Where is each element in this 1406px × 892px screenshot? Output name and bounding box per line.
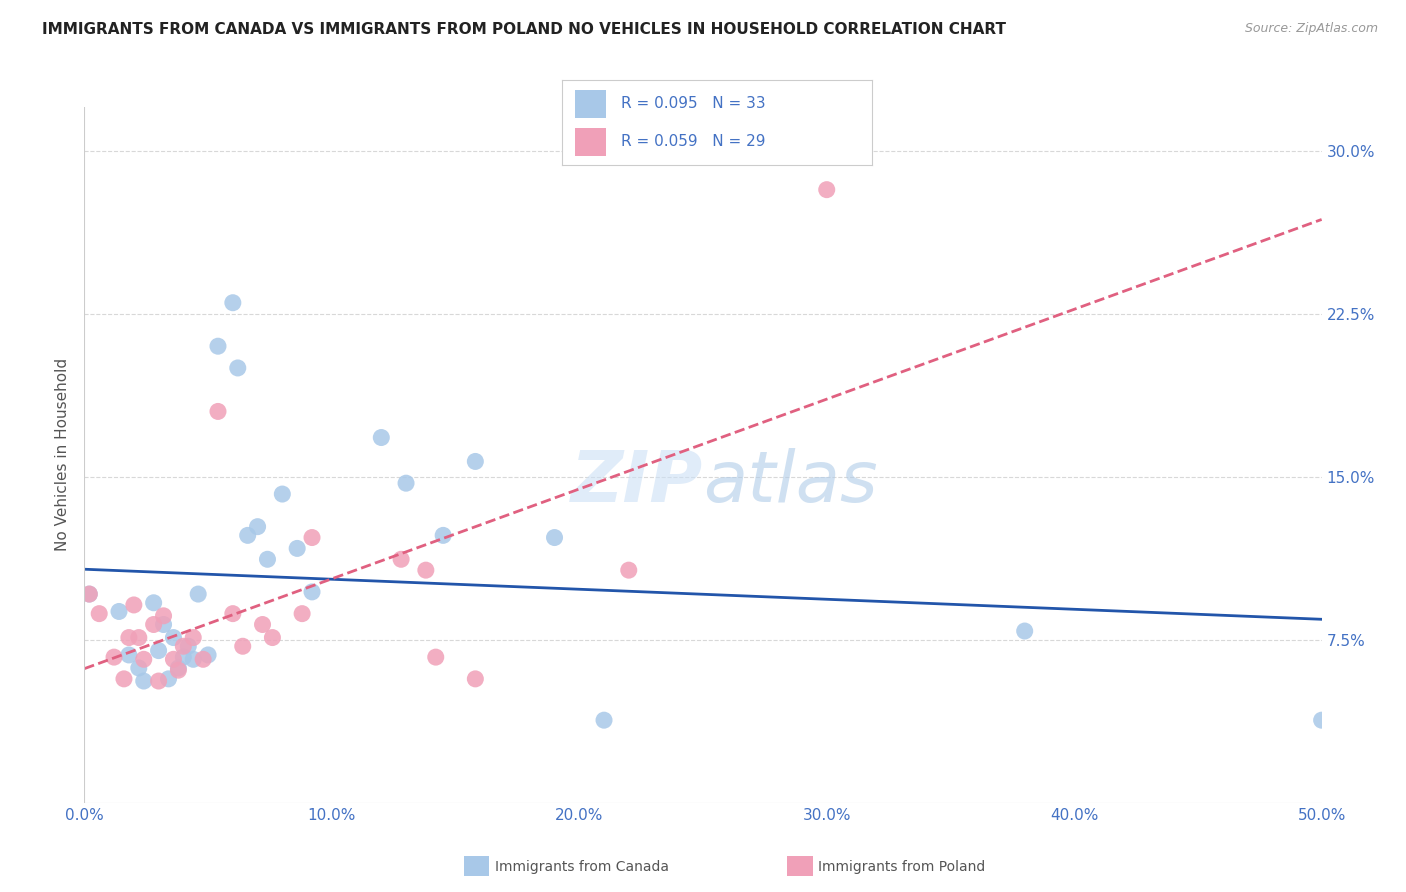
Point [167, 663, 190, 677]
Point [207, 339, 229, 353]
Point [128, 631, 150, 645]
Point [271, 487, 294, 501]
Point [132, 652, 155, 666]
Point [112, 672, 135, 686]
Point [425, 650, 447, 665]
Point [1014, 624, 1036, 638]
Point [177, 639, 200, 653]
Point [415, 563, 437, 577]
Point [122, 598, 145, 612]
Point [232, 639, 254, 653]
Text: IMMIGRANTS FROM CANADA VS IMMIGRANTS FROM POLAND NO VEHICLES IN HOUSEHOLD CORREL: IMMIGRANTS FROM CANADA VS IMMIGRANTS FRO… [42, 22, 1007, 37]
Text: R = 0.095   N = 33: R = 0.095 N = 33 [621, 96, 766, 112]
Text: Immigrants from Canada: Immigrants from Canada [495, 860, 669, 874]
FancyBboxPatch shape [575, 89, 606, 118]
Text: atlas: atlas [703, 449, 877, 517]
Point [118, 648, 141, 662]
Point [389, 552, 412, 566]
Point [256, 552, 278, 566]
Point [79, 587, 101, 601]
Point [172, 650, 194, 665]
Point [395, 476, 418, 491]
Y-axis label: No Vehicles in Household: No Vehicles in Household [55, 359, 70, 551]
Point [207, 404, 229, 418]
Point [152, 608, 174, 623]
Point [142, 596, 165, 610]
Point [162, 631, 184, 645]
Point [246, 519, 269, 533]
Point [172, 639, 194, 653]
Point [157, 672, 180, 686]
Text: Source: ZipAtlas.com: Source: ZipAtlas.com [1244, 22, 1378, 36]
Text: Immigrants from Poland: Immigrants from Poland [818, 860, 986, 874]
Point [142, 617, 165, 632]
Point [162, 652, 184, 666]
Point [593, 713, 616, 727]
Point [167, 661, 190, 675]
Point [432, 528, 454, 542]
Point [543, 531, 565, 545]
Point [152, 617, 174, 632]
Point [226, 360, 249, 375]
Point [108, 605, 131, 619]
Text: R = 0.059   N = 29: R = 0.059 N = 29 [621, 134, 766, 149]
Point [617, 563, 640, 577]
Point [262, 631, 284, 645]
Point [89, 607, 111, 621]
Point [301, 585, 323, 599]
FancyBboxPatch shape [575, 128, 606, 156]
Point [79, 587, 101, 601]
Point [132, 674, 155, 689]
Point [191, 652, 214, 666]
Point [103, 650, 125, 665]
Point [118, 631, 141, 645]
Point [181, 652, 204, 666]
Point [148, 674, 170, 689]
Text: ZIP: ZIP [571, 449, 703, 517]
Point [222, 607, 245, 621]
Point [181, 631, 204, 645]
Point [815, 183, 838, 197]
Point [464, 454, 486, 468]
Point [1310, 713, 1333, 727]
Point [148, 643, 170, 657]
Point [197, 648, 219, 662]
Point [128, 661, 150, 675]
Point [222, 295, 245, 310]
Point [252, 617, 274, 632]
Point [370, 431, 392, 445]
Point [464, 672, 486, 686]
Point [285, 541, 308, 556]
Point [301, 531, 323, 545]
Point [187, 587, 209, 601]
Point [291, 607, 314, 621]
Point [236, 528, 259, 542]
